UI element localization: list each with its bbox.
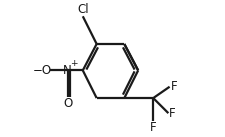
Text: −O: −O	[33, 64, 52, 77]
Text: Cl: Cl	[77, 3, 88, 16]
Text: +: +	[70, 59, 77, 68]
Text: F: F	[169, 107, 175, 120]
Text: F: F	[170, 80, 176, 93]
Text: N: N	[63, 64, 72, 77]
Text: O: O	[63, 97, 72, 110]
Text: F: F	[149, 121, 156, 134]
